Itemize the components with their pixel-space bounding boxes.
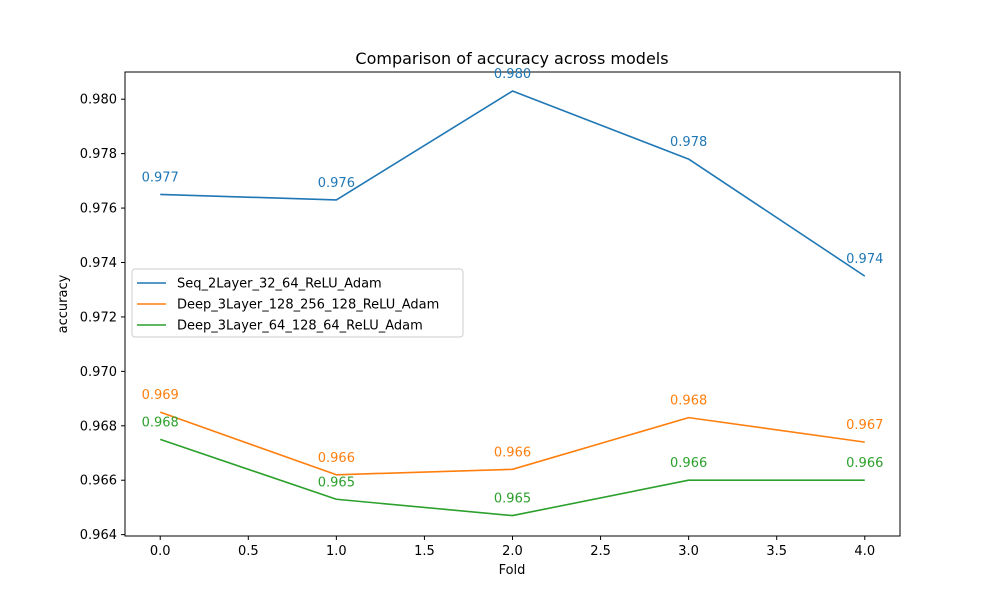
y-tick-label: 0.978	[80, 147, 117, 162]
y-axis: 0.964 0.966 0.968 0.970 0.972 0.974 0.976 0.978…	[80, 93, 125, 543]
series-lines	[159, 90, 866, 517]
data-label: 0.965	[318, 475, 355, 490]
y-tick-label: 0.966	[80, 474, 117, 489]
series-line-2	[159, 411, 865, 476]
data-label: 0.966	[494, 445, 531, 460]
series-line-1	[160, 90, 866, 277]
x-tick-label: 2.0	[502, 544, 523, 559]
x-tick-label: 3.5	[766, 544, 787, 559]
data-label: 0.969	[142, 388, 179, 403]
data-label: 0.976	[318, 176, 355, 191]
x-tick-label: 1.0	[326, 544, 347, 559]
legend-label: Deep_3Layer_64_128_64_ReLU_Adam	[177, 319, 423, 334]
x-tick-label: 2.5	[590, 544, 611, 559]
y-tick-label: 0.964	[80, 528, 117, 543]
chart-title: Comparison of accuracy across models	[355, 49, 668, 68]
x-tick-label: 0.5	[238, 544, 259, 559]
data-labels: 0.977 0.976 0.980 0.978 0.974 0.969 0.966 0.966…	[142, 67, 884, 507]
x-tick-label: 3.0	[678, 544, 699, 559]
x-tick-label: 0.0	[150, 544, 171, 559]
data-label: 0.965	[494, 492, 531, 507]
data-label: 0.967	[846, 418, 883, 433]
y-tick-label: 0.980	[80, 93, 117, 108]
data-label: 0.966	[318, 451, 355, 466]
y-tick-label: 0.970	[80, 365, 117, 380]
x-axis: 0.0 0.5 1.0 1.5 2.0 2.5 3.0 3.5 4.0	[150, 536, 875, 559]
y-tick-label: 0.974	[80, 256, 117, 271]
data-label: 0.980	[494, 67, 531, 82]
legend-box	[131, 268, 464, 338]
y-tick-label: 0.968	[80, 419, 117, 434]
legend: Seq_2Layer_32_64_ReLU_Adam Deep_3Layer_12…	[131, 268, 464, 338]
data-label: 0.968	[670, 394, 707, 409]
x-tick-label: 4.0	[854, 544, 875, 559]
y-tick-label: 0.976	[80, 202, 117, 217]
data-label: 0.977	[142, 170, 179, 185]
data-label: 0.978	[670, 135, 707, 150]
legend-label: Deep_3Layer_128_256_128_ReLU_Adam	[177, 298, 439, 313]
series-line-3	[159, 438, 865, 517]
data-label: 0.966	[670, 456, 707, 471]
data-label: 0.966	[846, 456, 883, 471]
data-label: 0.968	[142, 415, 179, 430]
y-tick-label: 0.972	[80, 310, 117, 325]
x-tick-label: 1.5	[414, 544, 435, 559]
y-axis-title: accuracy	[56, 274, 71, 333]
legend-label: Seq_2Layer_32_64_ReLU_Adam	[177, 277, 382, 292]
data-label: 0.974	[846, 252, 883, 267]
x-axis-title: Fold	[499, 563, 526, 578]
